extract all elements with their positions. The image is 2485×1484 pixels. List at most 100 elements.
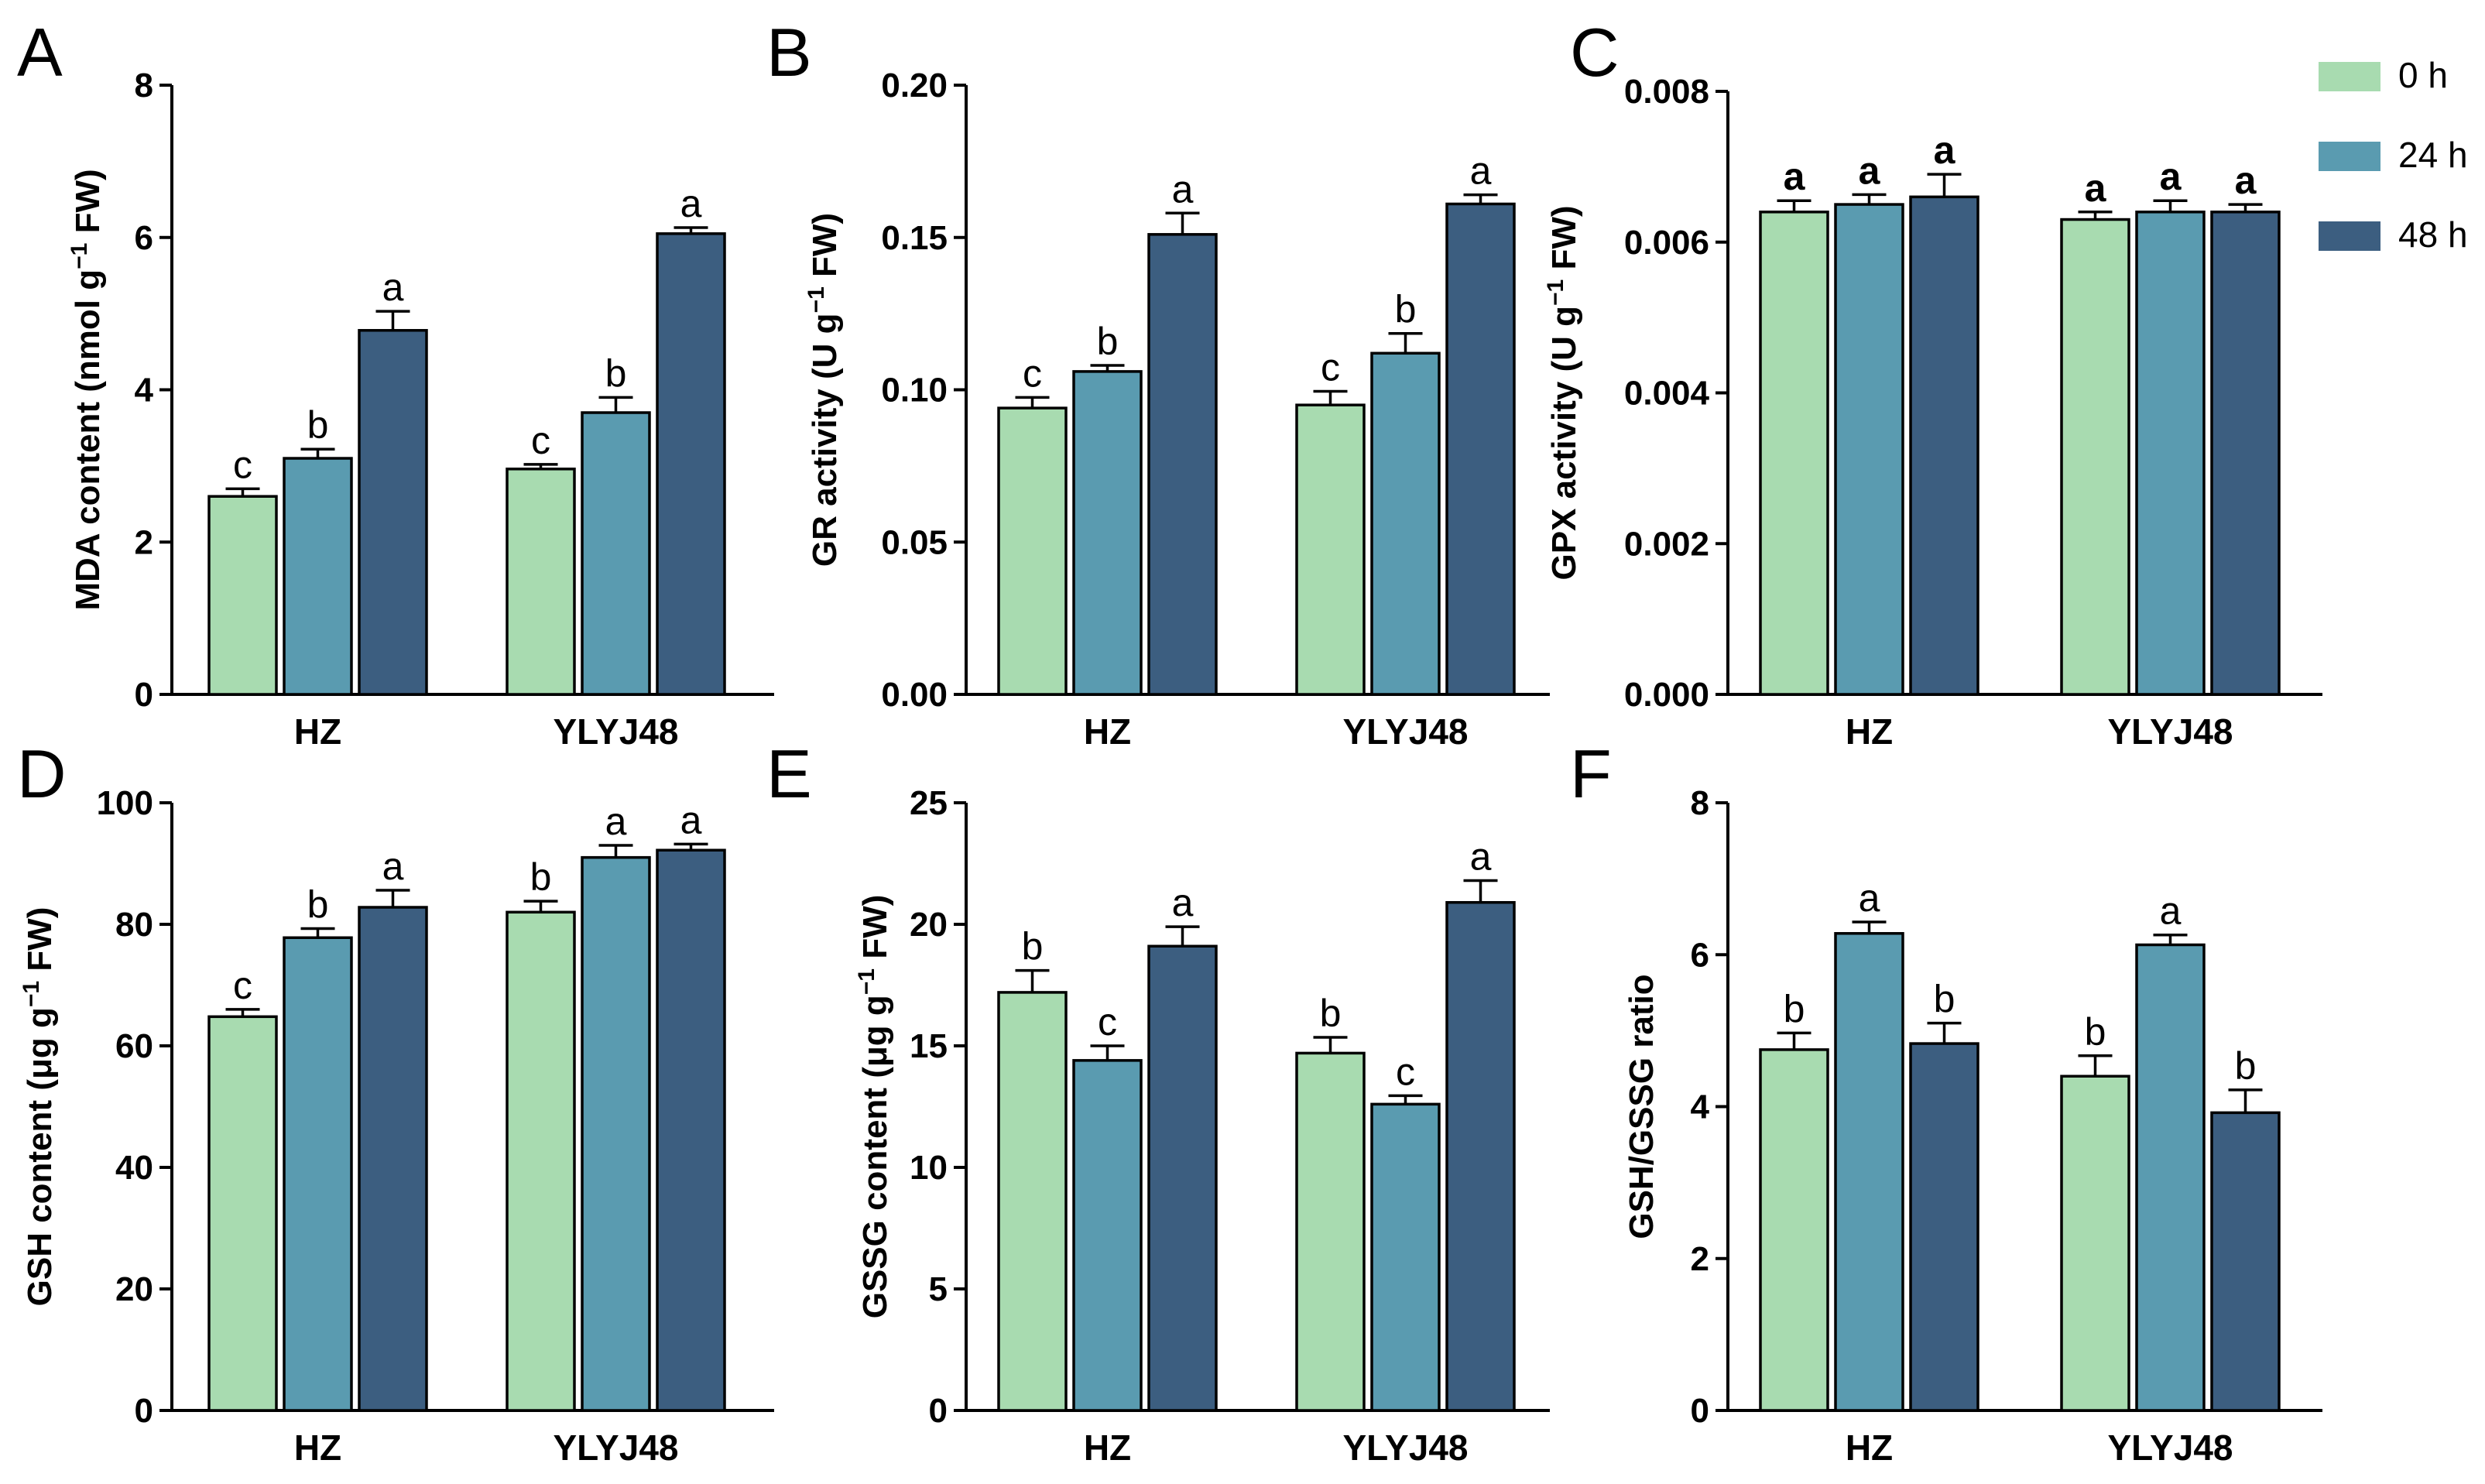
bar	[283, 457, 353, 696]
panel-F: F 0 2 4 6 8 GSH/GSSG ratio b a b HZ b a b YLYJ48	[1570, 735, 2322, 1468]
x-tick-label: HZ	[1084, 1427, 1131, 1468]
legend-label: 48 h	[2398, 214, 2468, 255]
significance-letter: a	[1470, 149, 1492, 193]
significance-letter: b	[605, 351, 627, 395]
y-tick-label: 8	[135, 67, 153, 105]
bar	[1909, 1042, 1979, 1412]
panel-D: D 0 20 40 60 80 100 GSH content (μg g−1 FW) c b a H…	[17, 735, 774, 1468]
y-axis-label: GSH content (μg g−1 FW)	[19, 907, 60, 1307]
significance-letter: b	[1934, 978, 1955, 1021]
bar	[2060, 218, 2130, 696]
y-tick-label: 15	[910, 1027, 948, 1065]
significance-letter: a	[1784, 155, 1806, 198]
panel-letter: A	[17, 14, 63, 91]
y-axis-label: GR activity (U g−1 FW)	[804, 213, 845, 567]
y-tick-label: 40	[115, 1149, 153, 1187]
significance-letter: c	[1098, 1000, 1117, 1044]
y-tick-label: 20	[910, 906, 948, 944]
bar	[581, 855, 651, 1412]
x-tick-label: YLYJ48	[2108, 711, 2233, 752]
significance-letter: c	[531, 419, 550, 462]
significance-letter: a	[382, 845, 404, 888]
bar	[2210, 1111, 2281, 1412]
bar	[1834, 932, 1904, 1412]
y-tick-label: 5	[929, 1270, 948, 1308]
bar	[1370, 1102, 1441, 1412]
y-tick-label: 0.002	[1624, 525, 1709, 563]
significance-letter: a	[1470, 835, 1492, 878]
x-tick-label: YLYJ48	[554, 711, 679, 752]
y-tick-label: 80	[115, 906, 153, 944]
legend-label: 24 h	[2398, 135, 2468, 175]
legend-swatch	[2319, 142, 2380, 171]
significance-letter: b	[1784, 987, 1805, 1030]
bar	[1759, 211, 1829, 696]
x-tick-label: HZ	[1846, 1427, 1893, 1468]
x-tick-label: HZ	[294, 1427, 341, 1468]
y-axis-label: GSH/GSSG ratio	[1623, 974, 1661, 1239]
significance-letter: a	[1172, 881, 1194, 924]
significance-letter: c	[1396, 1050, 1415, 1093]
y-tick-label: 4	[135, 372, 154, 410]
panel-letter: E	[766, 735, 812, 812]
significance-letter: a	[382, 266, 404, 309]
y-axis-label: GPX activity (U g−1 FW)	[1543, 205, 1584, 580]
bar	[1147, 944, 1218, 1412]
legend-swatch	[2319, 62, 2380, 91]
bar	[1370, 351, 1441, 696]
y-tick-label: 0.10	[881, 372, 948, 410]
significance-letter: a	[1934, 129, 1956, 172]
y-tick-label: 10	[910, 1149, 948, 1187]
y-tick-label: 25	[910, 784, 948, 822]
significance-letter: b	[2085, 1010, 2106, 1054]
bar	[1147, 233, 1218, 696]
panel-A: A 0 2 4 6 8 MDA content (nmol g−1 FW) c b a HZ c b a Y…	[17, 14, 774, 752]
bar	[2060, 1074, 2130, 1412]
x-tick-label: YLYJ48	[554, 1427, 679, 1468]
y-tick-label: 4	[1691, 1088, 1710, 1126]
bar	[2135, 943, 2206, 1412]
y-axis-label: MDA content (nmol g−1 FW)	[67, 169, 108, 610]
bar	[2135, 211, 2206, 696]
y-tick-label: 0.006	[1624, 224, 1709, 262]
significance-letter: c	[233, 443, 252, 486]
y-tick-label: 0.00	[881, 676, 948, 714]
y-axis-label: GSSG content (μg g−1 FW)	[854, 895, 895, 1319]
bar	[1445, 900, 1516, 1412]
bar	[1295, 403, 1366, 696]
y-tick-label: 0.000	[1624, 676, 1709, 714]
y-tick-label: 2	[135, 523, 153, 561]
bar	[656, 848, 726, 1412]
bar	[1445, 202, 1516, 696]
y-tick-label: 6	[135, 219, 153, 257]
bar	[1759, 1048, 1829, 1412]
y-tick-label: 0.20	[881, 67, 948, 105]
significance-letter: b	[307, 403, 329, 447]
bar	[1072, 1059, 1143, 1412]
panel-C: C 0.000 0.002 0.004 0.006 0.008 GPX activity (…	[1543, 14, 2322, 752]
significance-letter: a	[680, 182, 702, 225]
significance-letter: a	[2085, 166, 2107, 210]
significance-letter: c	[1321, 345, 1340, 389]
panel-letter: F	[1570, 735, 1612, 812]
significance-letter: b	[307, 883, 329, 926]
y-tick-label: 0	[135, 676, 153, 714]
y-tick-label: 0.05	[881, 523, 948, 561]
y-tick-label: 0.004	[1624, 375, 1710, 413]
panel-E: E 0 5 10 15 20 25 GSSG content (μg g−1 FW) b c a HZ…	[766, 735, 1550, 1468]
bar	[656, 232, 726, 696]
bar	[997, 406, 1068, 696]
significance-letter: c	[1023, 351, 1042, 395]
bar	[283, 936, 353, 1412]
y-tick-label: 2	[1691, 1240, 1709, 1278]
legend: 0 h 24 h 48 h	[2319, 55, 2468, 255]
significance-letter: b	[2235, 1044, 2257, 1088]
panel-letter: C	[1570, 14, 1620, 91]
significance-letter: a	[1859, 876, 1880, 920]
y-tick-label: 20	[115, 1270, 153, 1308]
significance-letter: a	[605, 800, 627, 843]
significance-letter: c	[233, 964, 252, 1007]
significance-letter: b	[530, 855, 552, 899]
y-tick-label: 60	[115, 1027, 153, 1065]
bar	[2210, 211, 2281, 696]
